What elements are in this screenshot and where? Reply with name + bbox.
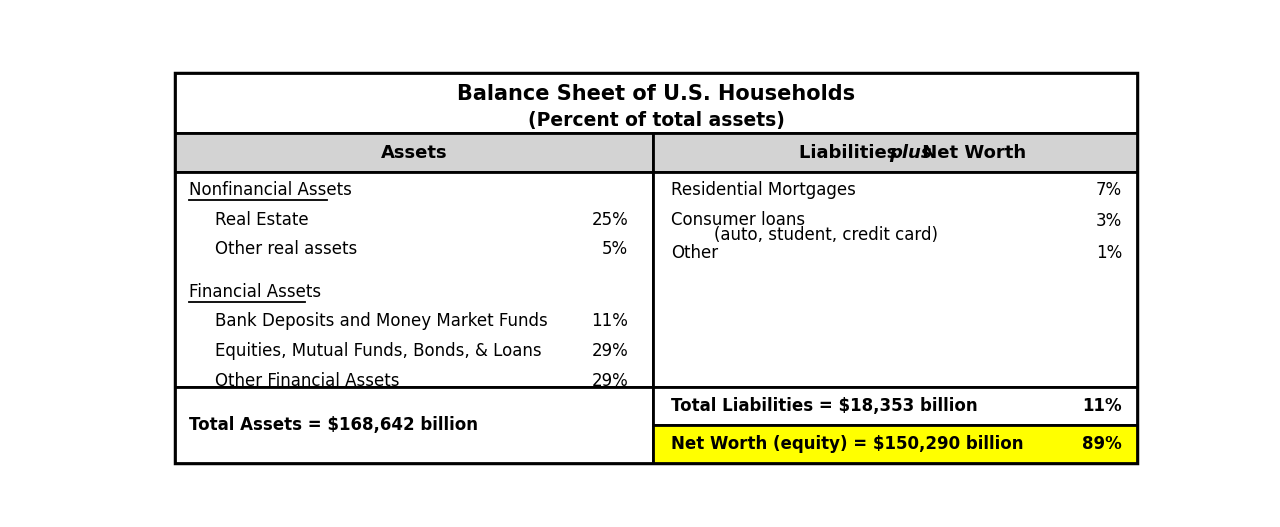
Bar xyxy=(175,133,653,172)
Text: 11%: 11% xyxy=(591,313,628,330)
Bar xyxy=(175,73,1137,133)
Bar xyxy=(175,172,653,387)
Text: Bank Deposits and Money Market Funds: Bank Deposits and Money Market Funds xyxy=(215,313,548,330)
Text: Consumer loans: Consumer loans xyxy=(671,211,805,229)
Text: Real Estate: Real Estate xyxy=(215,211,308,229)
Text: Residential Mortgages: Residential Mortgages xyxy=(671,181,856,199)
Text: 3%: 3% xyxy=(1096,212,1123,230)
Text: 25%: 25% xyxy=(591,211,628,229)
Text: 1%: 1% xyxy=(1096,245,1123,262)
Text: Net Worth: Net Worth xyxy=(916,144,1027,162)
Bar xyxy=(653,387,1137,425)
Text: 89%: 89% xyxy=(1083,435,1123,453)
Text: (auto, student, credit card): (auto, student, credit card) xyxy=(692,226,938,244)
Text: Other: Other xyxy=(671,245,718,262)
Text: Financial Assets: Financial Assets xyxy=(188,283,321,301)
Text: Total Liabilities = $18,353 billion: Total Liabilities = $18,353 billion xyxy=(671,397,978,415)
Text: (Percent of total assets): (Percent of total assets) xyxy=(527,111,785,130)
Text: Total Assets = $168,642 billion: Total Assets = $168,642 billion xyxy=(188,416,477,434)
Text: 5%: 5% xyxy=(602,240,628,258)
Text: Liabilities: Liabilities xyxy=(799,144,904,162)
Text: plus: plus xyxy=(890,144,932,162)
Text: 29%: 29% xyxy=(591,342,628,360)
Text: Balance Sheet of U.S. Households: Balance Sheet of U.S. Households xyxy=(457,84,855,104)
Text: 29%: 29% xyxy=(591,372,628,389)
Bar xyxy=(653,425,1137,463)
Bar xyxy=(175,387,653,463)
Text: Other Financial Assets: Other Financial Assets xyxy=(215,372,399,389)
Text: 11%: 11% xyxy=(1083,397,1123,415)
Text: Assets: Assets xyxy=(380,144,447,162)
Text: Net Worth (equity) = $150,290 billion: Net Worth (equity) = $150,290 billion xyxy=(671,435,1024,453)
Text: 7%: 7% xyxy=(1096,181,1123,199)
Text: Nonfinancial Assets: Nonfinancial Assets xyxy=(188,181,352,199)
Bar xyxy=(653,172,1137,387)
Text: Equities, Mutual Funds, Bonds, & Loans: Equities, Mutual Funds, Bonds, & Loans xyxy=(215,342,541,360)
Text: Other real assets: Other real assets xyxy=(215,240,357,258)
Bar xyxy=(653,133,1137,172)
